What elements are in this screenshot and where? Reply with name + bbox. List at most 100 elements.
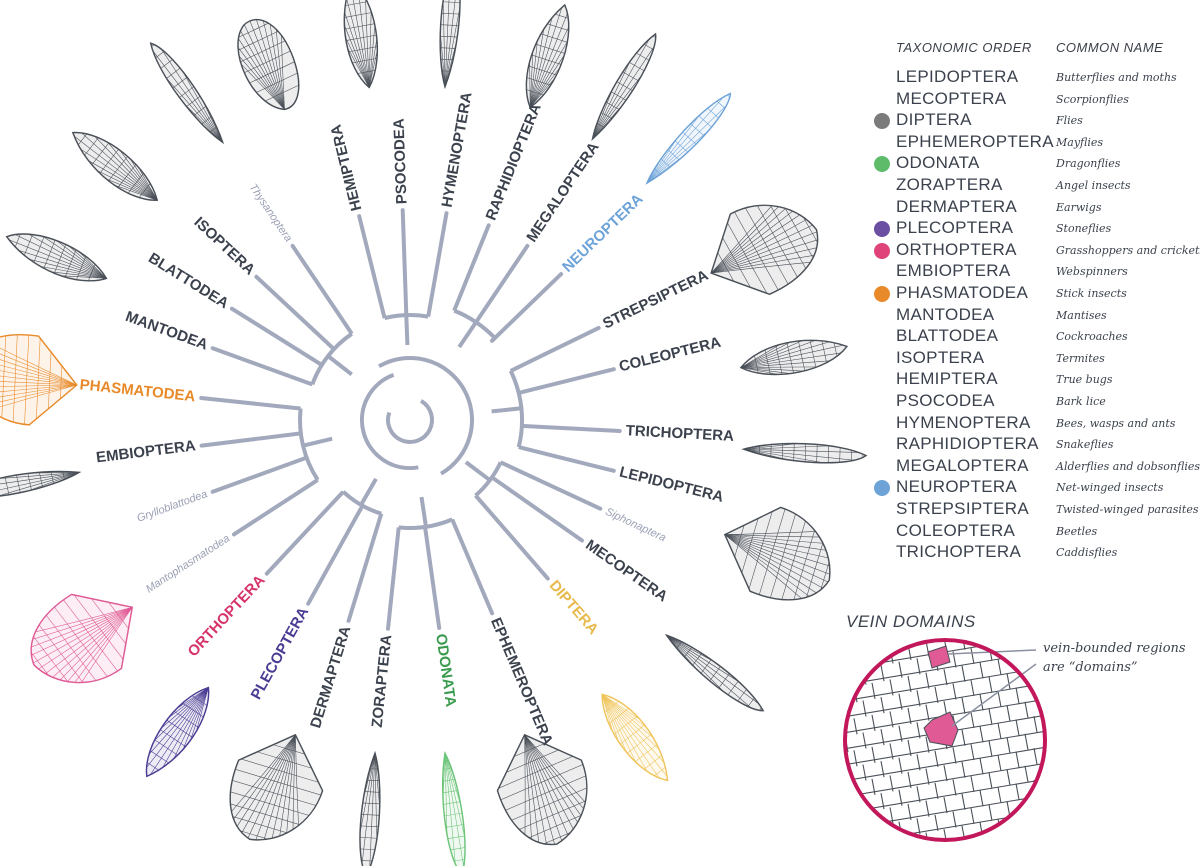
tree-tip-label: ZORAPTERA bbox=[369, 634, 396, 729]
tree-tip-label: MECOPTERA bbox=[582, 537, 670, 606]
hymenoptera-wing bbox=[433, 0, 465, 90]
legend-row: MEGALOPTERA Alderflies and dobsonflies bbox=[870, 456, 1200, 478]
legend-order-name: ZORAPTERA bbox=[896, 175, 1003, 194]
tree-tip-label: Siphonaptera bbox=[603, 506, 667, 545]
legend-row: ODONATA Dragonflies bbox=[870, 153, 1200, 175]
vein-magnifier-ring bbox=[843, 638, 1047, 842]
legend-common-name: Mayflies bbox=[1056, 135, 1104, 149]
legend-row: DERMAPTERA Earwigs bbox=[870, 197, 1200, 219]
legend-order-name: NEUROPTERA bbox=[896, 477, 1018, 497]
legend-row: EPHEMEROPTERA Mayflies bbox=[870, 132, 1200, 154]
legend-common-name: Mantises bbox=[1056, 308, 1107, 322]
legend-color-dot bbox=[874, 113, 890, 130]
legend-order-name: BLATTODEA bbox=[896, 326, 999, 346]
legend-row: PLECOPTERA Stoneflies bbox=[870, 218, 1200, 240]
tree-tip-label: ODONATA bbox=[432, 633, 459, 708]
legend-common-name: True bugs bbox=[1056, 373, 1113, 387]
tree-tip-label: MEGALOPTERA bbox=[523, 139, 602, 245]
tree-tip-label: Mantophasmatodea bbox=[144, 532, 232, 595]
plecoptera-wing bbox=[132, 679, 223, 785]
legend-order-name: HEMIPTERA bbox=[896, 369, 998, 389]
legend-common-name: Alderflies and dobsonflies bbox=[1056, 459, 1200, 473]
tree-branches bbox=[199, 208, 622, 631]
legend-order-name: COLEOPTERA bbox=[896, 520, 1016, 540]
legend-color-dot bbox=[874, 156, 890, 173]
legend-order-name: EPHEMEROPTERA bbox=[896, 131, 1054, 151]
legend-common-name: Termites bbox=[1056, 351, 1105, 365]
legend-order-name: HYMENOPTERA bbox=[896, 412, 1031, 432]
legend-order-name: EMBIOPTERA bbox=[896, 261, 1011, 281]
blattodea-wing bbox=[64, 119, 167, 214]
legend-common-name: Snakeflies bbox=[1056, 438, 1114, 452]
legend-common-name: Net-winged insects bbox=[1056, 481, 1164, 495]
trichoptera-wing bbox=[741, 438, 868, 468]
mantodea-wing bbox=[1, 220, 112, 295]
legend-order-name: STREPSIPTERA bbox=[896, 499, 1030, 518]
tree-tip-label: PHASMATODEA bbox=[79, 376, 196, 405]
legend-common-name: Cockroaches bbox=[1056, 330, 1128, 344]
mecoptera-wing bbox=[661, 626, 768, 720]
tree-tip-label: HEMIPTERA bbox=[328, 123, 366, 213]
legend-order-name: ORTHOPTERA bbox=[896, 239, 1017, 259]
strepsiptera-wing bbox=[700, 183, 833, 311]
legend-row: PHASMATODEA Stick insects bbox=[870, 283, 1200, 305]
legend-common-name: Butterflies and moths bbox=[1056, 71, 1177, 84]
legend-order-name: TRICHOPTERA bbox=[896, 542, 1022, 562]
raphidioptera-wing bbox=[513, 0, 582, 109]
legend-order-name: LEPIDOPTERA bbox=[896, 67, 1019, 86]
legend-row: LEPIDOPTERA Butterflies and moths bbox=[870, 67, 1200, 89]
orthoptera-wing bbox=[12, 575, 150, 708]
legend-common-name: Stick insects bbox=[1056, 287, 1127, 300]
legend-common-name: Scorpionflies bbox=[1056, 92, 1129, 106]
tree-tip-label: HYMENOPTERA bbox=[439, 91, 476, 209]
hemiptera-wing bbox=[227, 11, 311, 117]
tree-tip-label: COLEOPTERA bbox=[617, 334, 722, 376]
tree-tip-label: PLECOPTERA bbox=[248, 604, 313, 702]
legend-order-name: PSOCODEA bbox=[896, 391, 995, 410]
legend-order-name: DERMAPTERA bbox=[896, 196, 1018, 216]
legend-common-name: Bark lice bbox=[1056, 395, 1106, 408]
legend-row: MECOPTERA Scorpionflies bbox=[870, 89, 1200, 111]
tree-labels: HEMIPTERA PSOCODEA HYMENOPTERA RAPHIDIOPTER… bbox=[79, 91, 735, 748]
psocodea-wing bbox=[338, 0, 383, 89]
legend-row: COLEOPTERA Beetles bbox=[870, 521, 1200, 543]
legend-row: ORTHOPTERA Grasshoppers and crickets bbox=[870, 240, 1200, 262]
legend-row: HEMIPTERA True bugs bbox=[870, 369, 1200, 391]
tree-tip-label: RAPHIDIOPTERA bbox=[483, 101, 545, 223]
tree-tip-label: DERMAPTERA bbox=[307, 624, 354, 730]
tree-tip-label: DIPTERA bbox=[546, 577, 602, 638]
legend-order-name: MANTODEA bbox=[896, 304, 995, 324]
legend-common-name: Webspinners bbox=[1056, 265, 1128, 279]
tree-tip-label: LEPIDOPTERA bbox=[618, 464, 726, 506]
vein-caption-line2: are “domains” bbox=[1043, 660, 1138, 675]
legend-common-name: Grasshoppers and crickets bbox=[1056, 243, 1200, 257]
legend-order-name: RAPHIDIOPTERA bbox=[896, 434, 1039, 454]
tree-tip-label: BLATTODEA bbox=[145, 250, 231, 313]
legend-color-dot bbox=[874, 242, 890, 259]
legend-row: ZORAPTERA Angel insects bbox=[870, 175, 1200, 197]
legend-common-name: Bees, wasps and ants bbox=[1056, 416, 1176, 430]
legend-row: DIPTERA Flies bbox=[870, 110, 1200, 132]
zoraptera-wing bbox=[355, 750, 387, 866]
legend-row: EMBIOPTERA Webspinners bbox=[870, 261, 1200, 283]
tree-tip-label: NEUROPTERA bbox=[559, 190, 646, 275]
legend-common-name: Caddisflies bbox=[1056, 546, 1118, 560]
legend-order-name: DIPTERA bbox=[896, 110, 972, 130]
tree-tip-label: PSOCODEA bbox=[390, 118, 410, 205]
legend-common-name: Angel insects bbox=[1056, 179, 1131, 192]
legend-row: PSOCODEA Bark lice bbox=[870, 391, 1200, 413]
legend-header-common: COMMON NAME bbox=[1056, 40, 1164, 55]
legend-order-name: MEGALOPTERA bbox=[896, 455, 1029, 475]
legend-common-name: Beetles bbox=[1056, 524, 1098, 538]
legend-order-name: PLECOPTERA bbox=[896, 218, 1014, 238]
legend-order-name: MECOPTERA bbox=[896, 88, 1007, 108]
legend-common-name: Twisted-winged parasites bbox=[1056, 503, 1199, 516]
phasmatodea-wing bbox=[0, 328, 78, 430]
legend-row: MANTODEA Mantises bbox=[870, 305, 1200, 327]
legend-common-name: Earwigs bbox=[1056, 200, 1102, 214]
legend-order-name: PHASMATODEA bbox=[896, 283, 1029, 302]
embioptera-wing bbox=[0, 465, 82, 503]
legend-row: RAPHIDIOPTERA Snakeflies bbox=[870, 434, 1200, 456]
